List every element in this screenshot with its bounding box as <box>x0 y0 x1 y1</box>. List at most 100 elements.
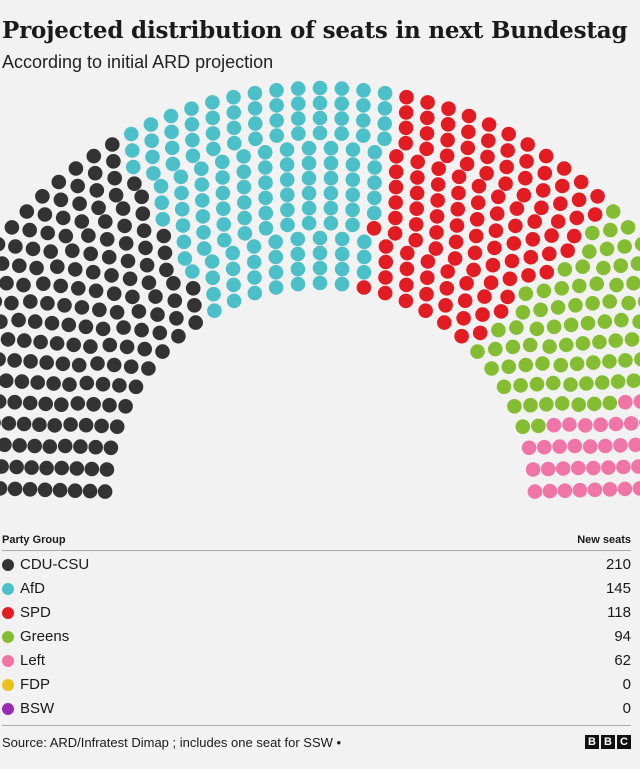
seat-dot <box>22 482 38 497</box>
seat-dot <box>441 101 456 116</box>
party-name: CDU-CSU <box>20 556 90 573</box>
seat-dot <box>207 303 222 319</box>
seat-dot <box>585 296 600 311</box>
seat-dot <box>215 154 230 170</box>
seat-dot <box>488 223 504 238</box>
seat-dot <box>42 439 58 454</box>
seat-dot <box>582 439 598 454</box>
table-row: CDU-CSU 210 <box>2 553 631 577</box>
seat-dot <box>87 165 103 181</box>
seat-dot <box>70 178 85 194</box>
seat-dot <box>187 298 202 313</box>
seat-dot <box>290 81 306 96</box>
seat-dot <box>301 170 317 186</box>
seat-dot <box>483 275 499 291</box>
seat-dot <box>602 395 618 411</box>
seat-dot <box>628 437 640 453</box>
seat-dot <box>560 243 575 258</box>
seat-dot <box>188 315 203 330</box>
seat-dot <box>8 239 23 254</box>
seat-dot <box>408 217 424 232</box>
seat-dot <box>99 232 115 247</box>
seat-dot <box>68 161 84 176</box>
seat-dot <box>605 204 621 219</box>
seat-dot <box>589 276 604 292</box>
seat-dot <box>258 221 274 236</box>
seat-dot <box>585 225 600 241</box>
seat-dot <box>54 397 69 413</box>
seat-dot <box>587 396 602 412</box>
seat-dot <box>429 209 445 224</box>
party-color-dot <box>2 655 14 667</box>
seat-dot <box>500 143 515 158</box>
seat-dot <box>215 185 231 201</box>
seat-dot <box>268 234 284 250</box>
seat-dot <box>269 128 285 143</box>
seat-dot <box>269 113 285 128</box>
seat-dot <box>88 439 103 455</box>
seat-dot <box>248 131 263 147</box>
seat-dot <box>439 148 455 164</box>
seat-dot <box>468 228 484 244</box>
seat-dot <box>39 460 54 476</box>
seat-dot <box>7 353 22 368</box>
seat-dot <box>107 170 122 186</box>
seat-dot <box>572 278 587 294</box>
seat-dot <box>269 98 284 113</box>
seat-dot <box>527 484 543 499</box>
seat-dot <box>356 98 371 113</box>
seat-dot <box>454 328 469 344</box>
seat-dot <box>534 200 549 216</box>
seat-dot <box>356 265 372 280</box>
seat-dot <box>174 201 190 217</box>
seat-dot <box>356 83 371 98</box>
seat-dot <box>71 357 87 373</box>
seat-dot <box>248 116 263 131</box>
party-color-dot <box>2 631 14 643</box>
seat-dot <box>603 222 618 238</box>
seat-dot <box>626 373 640 388</box>
seat-dot <box>399 261 415 277</box>
seat-dot <box>598 438 613 454</box>
seat-dot <box>280 217 295 233</box>
seat-dot <box>596 260 611 276</box>
seat-dot <box>11 312 26 328</box>
seat-dot <box>409 201 425 216</box>
seat-dot <box>595 375 610 390</box>
seat-dot <box>312 80 328 96</box>
seat-dot <box>537 439 552 455</box>
seat-dot <box>586 460 601 476</box>
seat-dot <box>312 275 328 291</box>
seat-dot <box>481 133 496 148</box>
seat-dot <box>99 462 115 477</box>
seat-dot <box>55 356 71 372</box>
seat-dot <box>128 379 144 395</box>
seat-dot <box>184 101 199 116</box>
seat-dot <box>487 240 502 256</box>
seat-dot <box>118 399 133 414</box>
seat-dot <box>529 376 545 392</box>
seat-dot <box>388 179 404 195</box>
seat-dot <box>410 154 426 170</box>
seat-dot <box>312 245 328 261</box>
seat-dot <box>377 116 393 131</box>
seat-dot <box>290 231 306 247</box>
seat-dot <box>438 298 453 313</box>
seat-dot <box>185 281 201 296</box>
seat-dot <box>357 234 372 250</box>
seat-dot <box>98 214 113 229</box>
seat-dot <box>33 334 48 350</box>
seat-dot <box>389 149 404 164</box>
seat-dot <box>226 105 242 120</box>
seat-dot <box>554 396 570 411</box>
seat-dot <box>185 264 200 279</box>
seat-dot <box>155 212 171 227</box>
seat-dot <box>52 482 68 498</box>
seat-dot <box>194 161 209 176</box>
seat-dot <box>16 277 31 293</box>
seat-dot <box>290 276 306 292</box>
table-row: AfD 145 <box>2 577 631 601</box>
seat-dot <box>125 143 140 158</box>
seat-dot <box>440 117 456 132</box>
seat-dot <box>139 257 155 273</box>
